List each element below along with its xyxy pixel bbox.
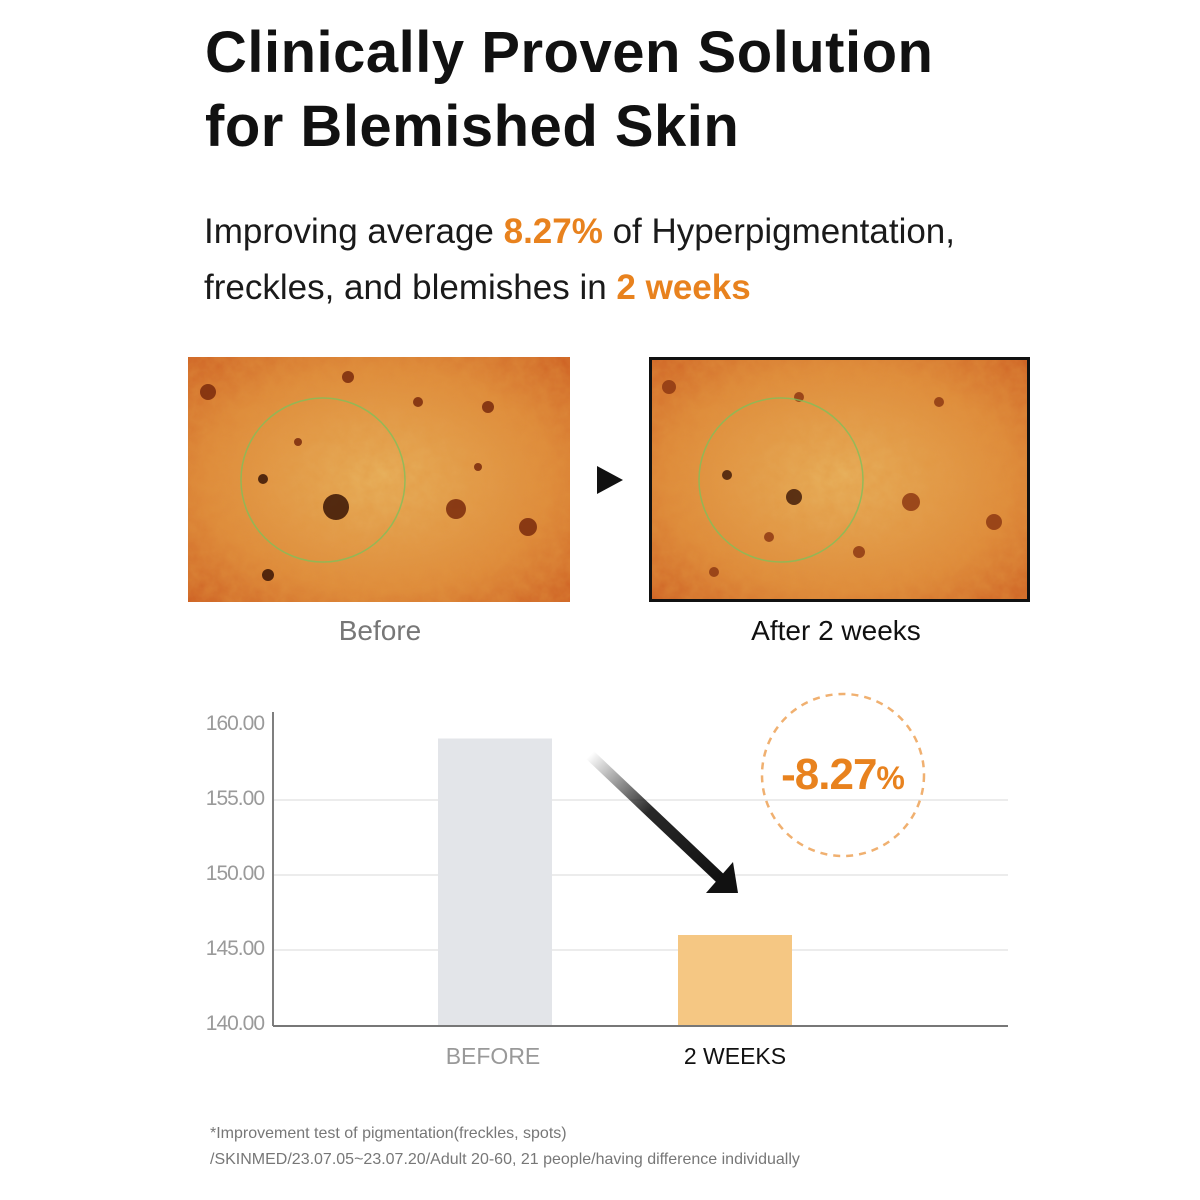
percent-badge: -8.27%	[762, 750, 924, 800]
after-caption: After 2 weeks	[751, 615, 921, 646]
percent-value: -8.27	[781, 750, 877, 799]
footnote-line-2: /SKINMED/23.07.05~23.07.20/Adult 20-60, …	[210, 1151, 800, 1168]
bar-before	[438, 738, 552, 1025]
subtitle-percent: 8.27%	[503, 212, 603, 251]
title-line-2: for Blemished Skin	[205, 94, 740, 159]
down-arrow-icon	[586, 751, 738, 893]
y-tick-label: 150.00	[205, 862, 265, 885]
subtitle-text: Improving average	[204, 212, 504, 251]
title-line-1: Clinically Proven Solution	[205, 20, 934, 85]
x-label-2-weeks: 2 WEEKS	[683, 1043, 787, 1069]
subtitle: Improving average 8.27% of Hyperpigmenta…	[204, 204, 955, 316]
subtitle-duration: 2 weeks	[616, 268, 751, 307]
y-tick-label: 155.00	[205, 787, 265, 810]
subtitle-text: of Hyperpigmentation,	[602, 212, 955, 251]
after-skin-image	[649, 357, 1030, 602]
y-tick-label: 145.00	[205, 937, 265, 960]
before-skin-image	[188, 357, 570, 602]
y-tick-label: 140.00	[205, 1012, 265, 1035]
play-triangle-icon	[597, 466, 623, 494]
bar-2-weeks	[678, 935, 792, 1025]
page-title: Clinically Proven Solution for Blemished…	[205, 16, 933, 164]
before-caption: Before	[338, 615, 422, 646]
percent-unit: %	[876, 760, 905, 796]
footnote-line-1: *Improvement test of pigmentation(freckl…	[210, 1125, 567, 1142]
percent-badge-circle	[760, 692, 926, 858]
y-tick-label: 160.00	[205, 712, 265, 735]
subtitle-text: freckles, and blemishes in	[204, 268, 617, 307]
x-label-before: BEFORE	[445, 1043, 541, 1069]
